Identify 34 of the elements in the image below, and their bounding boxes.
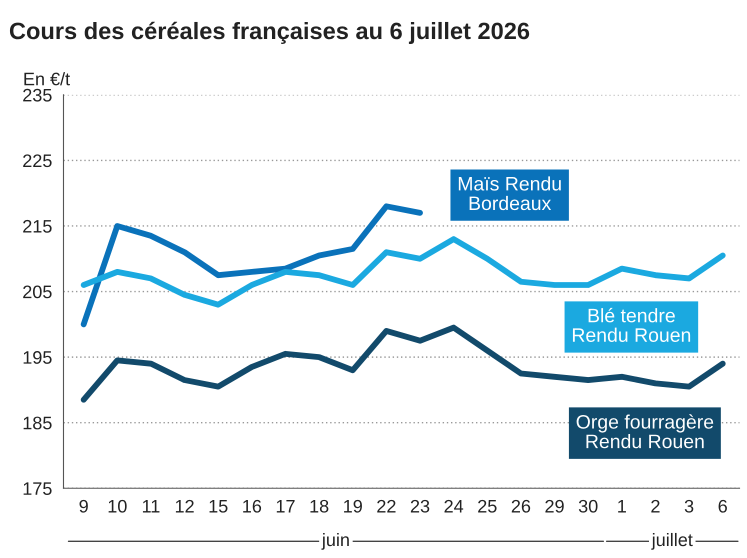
text: juin: [321, 532, 349, 550]
x-tick-label: 2: [651, 500, 660, 512]
text: juillet: [651, 532, 693, 550]
x-tick-label: 29: [545, 500, 564, 513]
y-axis-title: En €/t: [24, 72, 70, 86]
y-tick-label: 185: [24, 416, 52, 430]
x-tick-label: 15: [210, 500, 228, 513]
chart-title: Cours des céréales françaises au 6 juillet 2026: [10, 22, 530, 44]
x-tick-label: 16: [243, 500, 262, 513]
y-tick-label: 215: [23, 220, 52, 233]
x-tick-label: 12: [176, 500, 194, 512]
y-tick-label: 175: [24, 482, 52, 495]
x-tick-label: 23: [410, 500, 430, 513]
x-tick-label: 22: [377, 500, 396, 512]
x-tick-label: 25: [478, 500, 497, 513]
y-tick-label: 195: [24, 351, 52, 364]
x-tick-label: 19: [344, 500, 362, 513]
series-label: Orge fourragère Rendu Rouen: [576, 414, 714, 448]
x-tick-label: 24: [444, 500, 464, 512]
x-tick-label: 6: [718, 500, 727, 513]
x-tick-label: 9: [80, 500, 88, 513]
series-label: Blé tendre Rendu Rouen: [572, 308, 690, 342]
x-tick-label: 26: [512, 500, 530, 513]
x-tick-label: 10: [108, 500, 127, 513]
x-tick-label: 3: [684, 500, 694, 513]
x-tick-label: 17: [276, 500, 295, 512]
x-tick-label: 30: [578, 500, 598, 513]
y-tick-label: 235: [23, 88, 52, 102]
text: Maïs Rendu Bordeaux: [458, 176, 561, 210]
y-tick-label: 225: [23, 154, 52, 168]
x-tick-label: 11: [142, 500, 160, 512]
x-tick-label: 18: [310, 500, 328, 513]
y-tick-label: 205: [23, 285, 52, 298]
x-tick-label: 1: [618, 500, 626, 512]
